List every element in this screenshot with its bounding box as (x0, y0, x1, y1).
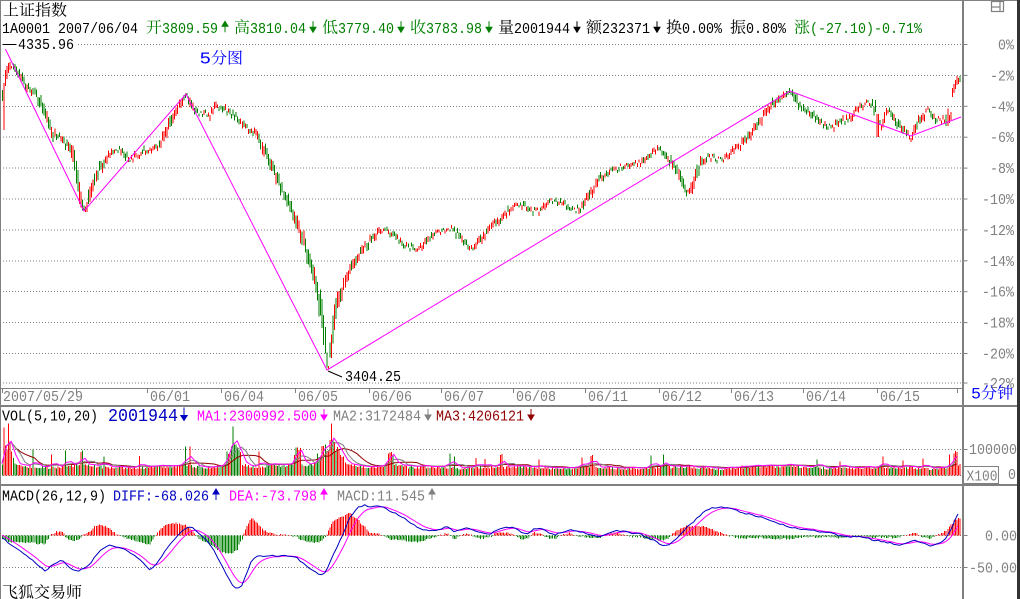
svg-text:MA2:3172484: MA2:3172484 (333, 409, 421, 426)
svg-text:MA3:4206121: MA3:4206121 (436, 409, 524, 426)
svg-text:DEA:-73.798: DEA:-73.798 (229, 489, 317, 506)
svg-text:2007/05/29: 2007/05/29 (3, 389, 83, 406)
svg-text:2007/06/04: 2007/06/04 (58, 21, 138, 38)
svg-text:-14%: -14% (982, 254, 1015, 271)
svg-text:3779.40: 3779.40 (338, 21, 394, 38)
svg-text:06/07: 06/07 (444, 389, 484, 406)
svg-text:DIFF:-68.026: DIFF:-68.026 (113, 489, 209, 506)
svg-text:VOL(5,10,20): VOL(5,10,20) (2, 409, 98, 426)
svg-text:-2%: -2% (990, 68, 1015, 85)
svg-text:-20%: -20% (982, 347, 1015, 364)
svg-text:-8%: -8% (990, 161, 1015, 178)
svg-text:5: 5 (971, 386, 981, 404)
svg-text:06/13: 06/13 (734, 389, 774, 406)
svg-text:MA1:2300992.500: MA1:2300992.500 (197, 409, 317, 426)
svg-text:2001944: 2001944 (514, 21, 570, 38)
svg-text:3404.25: 3404.25 (345, 369, 401, 386)
svg-text:06/01: 06/01 (150, 389, 190, 406)
svg-text:06/04: 06/04 (224, 389, 264, 406)
svg-text:0.00%: 0.00% (682, 21, 723, 38)
svg-text:2001944: 2001944 (108, 407, 178, 427)
svg-text:4335.96: 4335.96 (18, 37, 74, 54)
svg-text:06/06: 06/06 (372, 389, 412, 406)
svg-text:(-27.10)-0.71%: (-27.10)-0.71% (810, 21, 923, 38)
svg-text:-10%: -10% (982, 192, 1015, 209)
svg-text:06/08: 06/08 (516, 389, 556, 406)
svg-text:MACD(26,12,9): MACD(26,12,9) (2, 489, 106, 506)
svg-text:06/15: 06/15 (880, 389, 920, 406)
svg-text:0.00: 0.00 (985, 529, 1017, 546)
svg-text:0%: 0% (998, 38, 1015, 55)
svg-text:06/11: 06/11 (588, 389, 628, 406)
svg-text:232371: 232371 (602, 21, 650, 38)
svg-text:1A0001: 1A0001 (2, 21, 50, 38)
svg-text:-50.00: -50.00 (969, 561, 1017, 578)
svg-text:06/14: 06/14 (806, 389, 846, 406)
svg-text:0.80%: 0.80% (746, 21, 787, 38)
svg-text:-12%: -12% (982, 223, 1015, 240)
svg-text:X100: X100 (967, 469, 998, 486)
svg-text:5: 5 (200, 51, 212, 70)
svg-text:3783.98: 3783.98 (426, 21, 482, 38)
svg-text:-18%: -18% (982, 316, 1015, 333)
svg-text:MACD:11.545: MACD:11.545 (337, 489, 425, 506)
svg-text:06/12: 06/12 (662, 389, 702, 406)
svg-text:-6%: -6% (990, 130, 1015, 147)
svg-text:100000: 100000 (969, 442, 1017, 459)
svg-text:0: 0 (1008, 467, 1016, 484)
svg-text:-4%: -4% (990, 99, 1015, 116)
svg-text:3809.59: 3809.59 (162, 21, 218, 38)
svg-text:-22%: -22% (982, 376, 1015, 393)
svg-text:-16%: -16% (982, 285, 1015, 302)
svg-text:3810.04: 3810.04 (250, 21, 306, 38)
svg-text:06/05: 06/05 (298, 389, 338, 406)
